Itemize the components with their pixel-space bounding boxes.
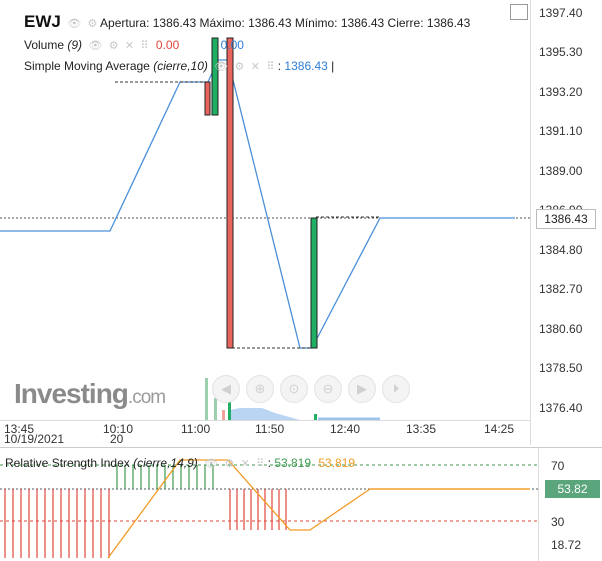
price-tick: 1382.70 <box>539 282 583 296</box>
investing-logo: Investing.com <box>14 378 166 410</box>
date-label: 10/19/2021 <box>4 432 65 446</box>
eye-icon[interactable]: 👁 <box>214 61 229 73</box>
time-tick: 12:40 <box>330 422 361 436</box>
rsi-canvas <box>0 459 538 559</box>
time-tick: 14:25 <box>484 422 515 436</box>
rsi-line <box>107 459 530 559</box>
eye-icon[interactable]: 👁 <box>88 40 103 52</box>
rsi-down-bars <box>4 489 287 558</box>
price-tick: 1389.00 <box>539 164 583 178</box>
time-tick: 11:50 <box>255 422 285 436</box>
candle-1 <box>204 81 211 116</box>
sma-label: Simple Moving Average <box>24 59 150 73</box>
close-icon[interactable]: ✕ <box>124 40 135 52</box>
collapse-icon[interactable] <box>510 4 528 20</box>
volume-param: (9) <box>67 38 83 52</box>
price-tick: 1376.40 <box>539 401 583 415</box>
rsi-tick: 18.72 <box>551 538 582 552</box>
sma-param: (cierre,10) <box>153 59 208 73</box>
symbol: EWJ <box>24 12 61 31</box>
eye-icon[interactable]: 👁 <box>204 458 219 470</box>
time-tick: 13:45 <box>4 422 35 436</box>
rsi-value: 53.819 <box>274 456 312 470</box>
gear-icon[interactable]: ⚙ <box>108 40 119 52</box>
ohlc-values: Apertura: 1386.43 Máximo: 1386.43 Mínimo… <box>100 16 471 30</box>
zoom-in-icon[interactable]: ⊕ <box>246 375 274 403</box>
brand-suffix: .com <box>127 387 166 408</box>
candle-2 <box>211 37 219 116</box>
rsi-signal-value: 53.819 <box>318 456 356 470</box>
arrow-left-icon[interactable]: ◀ <box>212 375 240 403</box>
time-axis[interactable]: 13:45 10/19/2021 10:10 20 11:00 11:50 12… <box>0 420 530 447</box>
price-tick: 1378.50 <box>539 361 583 375</box>
price-tick: 1380.60 <box>539 322 583 336</box>
zoom-out-icon[interactable]: ⊖ <box>314 375 342 403</box>
time-tick: 11:00 <box>181 422 211 436</box>
candle-3 <box>226 37 234 349</box>
volume-bar-1 <box>205 378 208 420</box>
volume-bar-4 <box>228 392 231 420</box>
volume-value-2: 0.00 <box>220 38 244 52</box>
volume-bar-3 <box>222 410 225 420</box>
rsi-axis[interactable]: 70 30 18.72 <box>538 448 602 561</box>
zoom-reset-icon[interactable]: ⊙ <box>280 375 308 403</box>
more-icon[interactable]: ⠿ <box>256 458 265 470</box>
rsi-tick: 30 <box>551 515 565 529</box>
price-tick: 1393.20 <box>539 85 583 99</box>
gear-icon[interactable]: ⚙ <box>234 61 245 73</box>
gear-icon[interactable]: ⚙ <box>224 458 235 470</box>
price-tick: 1395.30 <box>539 45 583 59</box>
sma-value: 1386.43 <box>284 59 328 73</box>
volume-area <box>230 408 300 420</box>
more-icon[interactable]: ⠿ <box>140 40 149 52</box>
arrow-right-icon[interactable]: ▶ <box>348 375 376 403</box>
price-chart[interactable]: EWJ 👁 ⚙ Apertura: 1386.43 Máximo: 1386.4… <box>0 0 602 447</box>
rsi-param: (cierre,14,9) <box>133 456 198 470</box>
rsi-pane[interactable]: Relative Strength Index (cierre,14,9) 👁 … <box>0 447 602 561</box>
play-icon[interactable]: ⏵ <box>382 375 410 403</box>
volume-bar-2 <box>214 398 217 420</box>
price-tick: 1397.40 <box>539 6 583 20</box>
last-price-label: 1386.43 <box>536 209 596 229</box>
gear-icon[interactable]: ⚙ <box>87 18 98 30</box>
rsi-tick: 70 <box>551 459 565 473</box>
time-tick: 13:35 <box>406 422 437 436</box>
price-tick: 1391.10 <box>539 124 583 138</box>
close-icon[interactable]: ✕ <box>250 61 260 73</box>
rsi-last-value: 53.82 <box>545 480 600 498</box>
volume-label: Volume <box>24 38 65 52</box>
volume-bar-5 <box>314 414 317 420</box>
day-label: 20 <box>110 432 124 446</box>
candle-4 <box>310 217 318 349</box>
brand-name: Investing <box>14 378 129 409</box>
close-icon[interactable]: ✕ <box>240 458 250 470</box>
price-axis[interactable]: 1397.40 1395.30 1393.20 1391.10 1389.00 … <box>530 0 602 445</box>
price-chart-canvas <box>0 37 530 420</box>
sma-line <box>0 59 515 349</box>
more-icon[interactable]: ⠿ <box>266 61 275 73</box>
price-tick: 1384.80 <box>539 243 583 257</box>
volume-value-1: 0.00 <box>155 38 180 52</box>
time-tick: 10:10 <box>103 422 134 436</box>
eye-icon[interactable]: 👁 <box>67 18 82 30</box>
rsi-legend: Relative Strength Index (cierre,14,9) 👁 … <box>5 456 356 470</box>
rsi-label: Relative Strength Index <box>5 456 130 470</box>
